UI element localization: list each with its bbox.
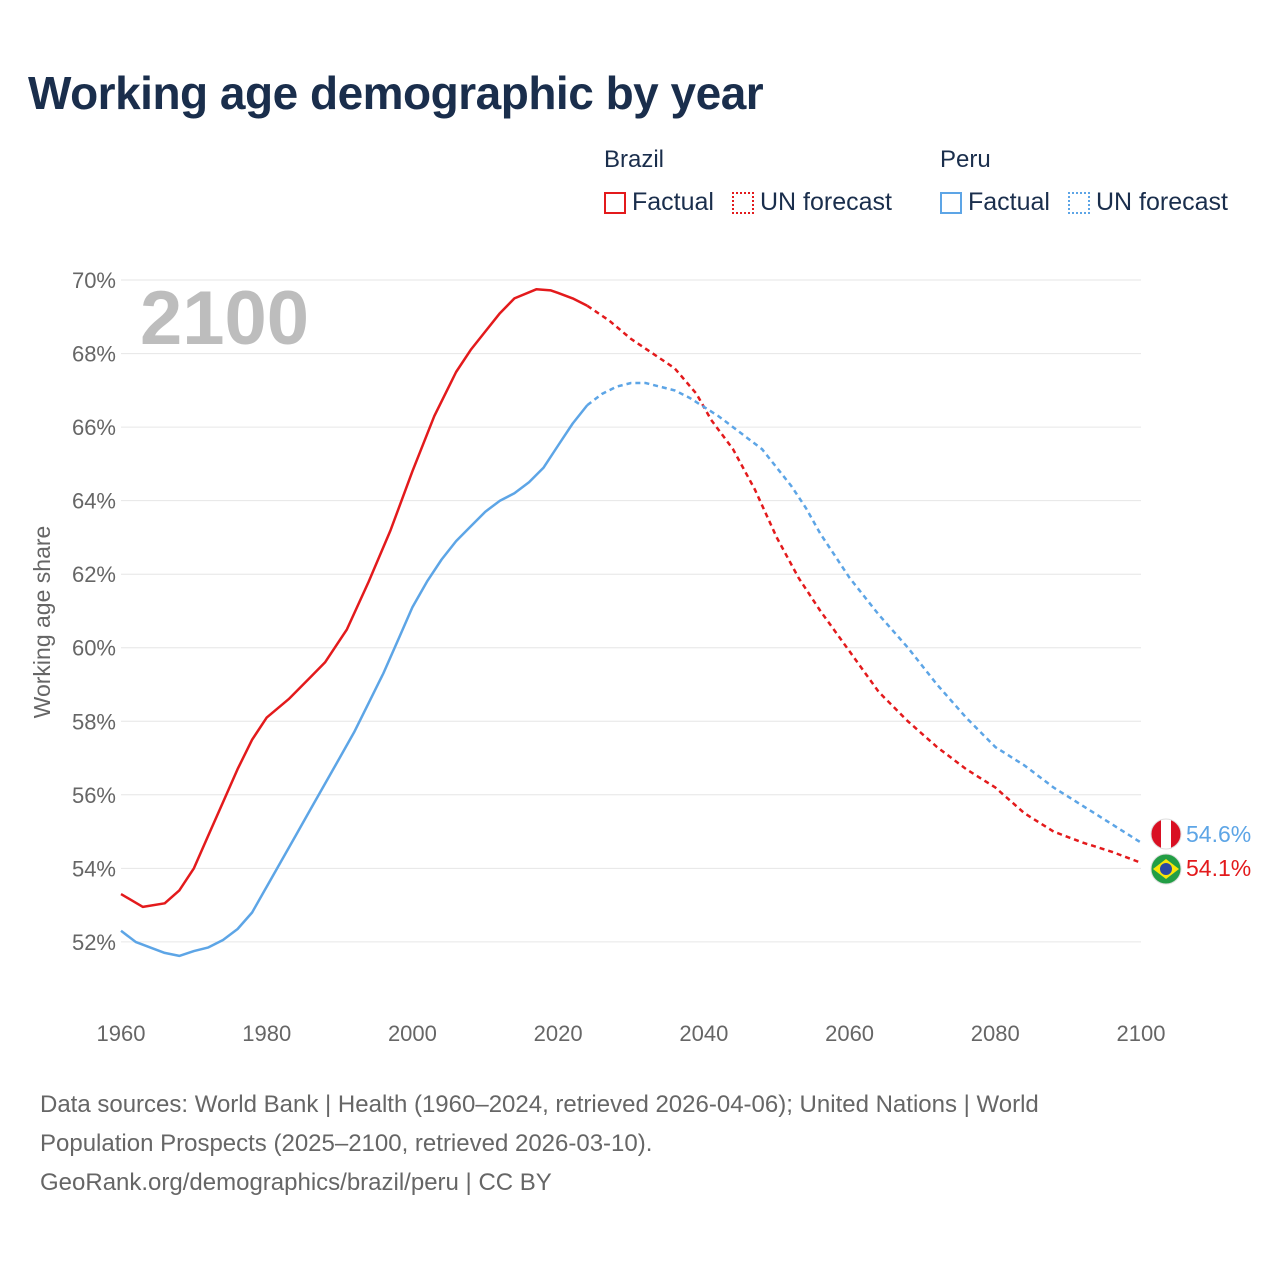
legend-swatch-brazil-forecast (731, 191, 754, 214)
y-tick-label-58: 58% (72, 709, 116, 734)
legend-group-peru: Peru Factual UN forecast (940, 146, 1228, 217)
legend-swatch-peru-factual (940, 191, 962, 214)
y-tick-label-66: 66% (72, 415, 116, 440)
legend-item-peru-factual[interactable]: Factual (940, 188, 1050, 217)
brazil-end-label: 54.1% (1186, 855, 1251, 881)
legend-title-peru: Peru (940, 146, 991, 173)
y-tick-label-52: 52% (72, 930, 116, 955)
legend-label-brazil-factual: Factual (632, 188, 714, 216)
y-axis-label: Working age share (29, 526, 55, 719)
legend-swatch-brazil-factual (604, 191, 626, 214)
x-tick-label-2040: 2040 (679, 1021, 728, 1046)
peru-factual-line (120, 404, 589, 958)
legend-item-brazil-forecast[interactable]: UN forecast (731, 188, 892, 217)
x-tick-label-2000: 2000 (388, 1021, 437, 1046)
x-tick-label-2100: 2100 (1117, 1021, 1166, 1046)
chart-title: Working age demographic by year (28, 67, 764, 119)
x-tick-label-2060: 2060 (825, 1021, 874, 1046)
peru-forecast-line (586, 381, 1142, 844)
line-chart: 52% 54% 56% 58% 60% 62% 64% 66% 68% 70% 1960 1980 20… (29, 268, 1251, 1046)
y-tick-label-68: 68% (72, 342, 116, 367)
brazil-forecast-line (586, 304, 1142, 864)
x-tick-label-2020: 2020 (534, 1021, 583, 1046)
year-watermark: 2100 (140, 276, 309, 361)
x-tick-label-2080: 2080 (971, 1021, 1020, 1046)
y-tick-label-64: 64% (72, 489, 116, 514)
attribution-line: GeoRank.org/demographics/brazil/peru | C… (40, 1169, 552, 1196)
legend-label-peru-factual: Factual (968, 188, 1050, 216)
y-tick-label-62: 62% (72, 562, 116, 587)
legend-title-brazil: Brazil (604, 146, 665, 173)
sources-line-1: Data sources: World Bank | Health (1960–… (40, 1091, 1039, 1118)
y-tick-label-56: 56% (72, 783, 116, 808)
x-tick-label-1960: 1960 (97, 1021, 146, 1046)
peru-flag-border (1150, 818, 1182, 850)
x-tick-label-1980: 1980 (242, 1021, 291, 1046)
y-tick-label-60: 60% (72, 636, 116, 661)
brazil-factual-line (120, 288, 588, 909)
legend-label-peru-forecast: UN forecast (1095, 188, 1228, 216)
peru-flag-icon (1151, 819, 1181, 849)
legend-swatch-peru-forecast (1067, 191, 1090, 214)
legend-label-brazil-forecast: UN forecast (759, 188, 892, 216)
y-tick-label-70: 70% (72, 268, 116, 293)
y-tick-label-54: 54% (72, 856, 116, 881)
brazil-flag-border (1150, 853, 1182, 885)
peru-end-label: 54.6% (1186, 821, 1251, 847)
legend-item-brazil-factual[interactable]: Factual (604, 188, 714, 217)
legend-group-brazil: Brazil Factual UN forecast (604, 146, 892, 217)
brazil-flag-icon (1151, 854, 1181, 884)
data-sources-footer: Data sources: World Bank | Health (1960–… (40, 1085, 1220, 1202)
legend-item-peru-forecast[interactable]: UN forecast (1067, 188, 1228, 217)
sources-line-2: Population Prospects (2025–2100, retriev… (40, 1130, 653, 1157)
